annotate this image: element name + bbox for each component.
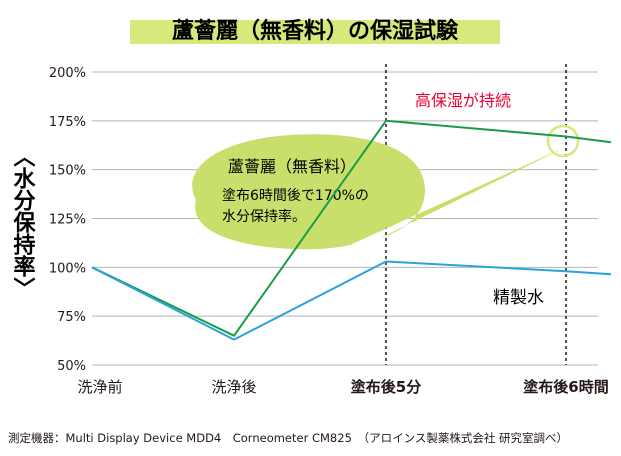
y-tick-label: 200% [49,66,86,81]
x-tick-label: 塗布後5分 [351,378,421,396]
title-highlight [130,20,500,44]
x-tick-label: 塗布後6時間 [523,378,608,396]
y-axis-label: 〈水分保持率〉 [10,145,37,299]
y-tick-label: 150% [49,164,86,179]
footer-note: 測定機器：Multi Display Device MDD4 Corneomet… [8,431,569,445]
series-line [91,119,612,337]
bubble-line-2: 水分保持率。 [222,208,306,225]
series [91,119,612,341]
x-ticks: 洗浄前 洗浄後 塗布後5分 塗布後6時間 [77,378,608,396]
chart-title: 蘆薈麗（無香料）の保湿試験 [172,18,459,44]
y-tick-label: 100% [49,261,86,276]
bubble-shape [192,134,571,250]
x-tick-label: 洗浄前 [77,378,122,396]
x-tick-label: 洗浄後 [211,378,256,396]
water-series-label: 精製水 [493,288,544,308]
callout-bubble: 蘆薈麗（無香料） 塗布6時間後で170%の 水分保持率。 [192,124,580,250]
bubble-line-1: 塗布6時間後で170%の [222,187,369,204]
y-ticks: 200% 175% 150% 125% 100% 75% 50% [49,66,86,374]
y-tick-label: 75% [57,310,86,325]
y-tick-label: 175% [49,115,86,130]
high-moisture-label: 高保湿が持続 [415,91,511,110]
bubble-title: 蘆薈麗（無香料） [228,157,356,176]
series-line [91,260,612,341]
y-tick-label: 125% [49,213,86,228]
y-tick-label: 50% [57,359,86,374]
highlight-circle [546,124,580,158]
